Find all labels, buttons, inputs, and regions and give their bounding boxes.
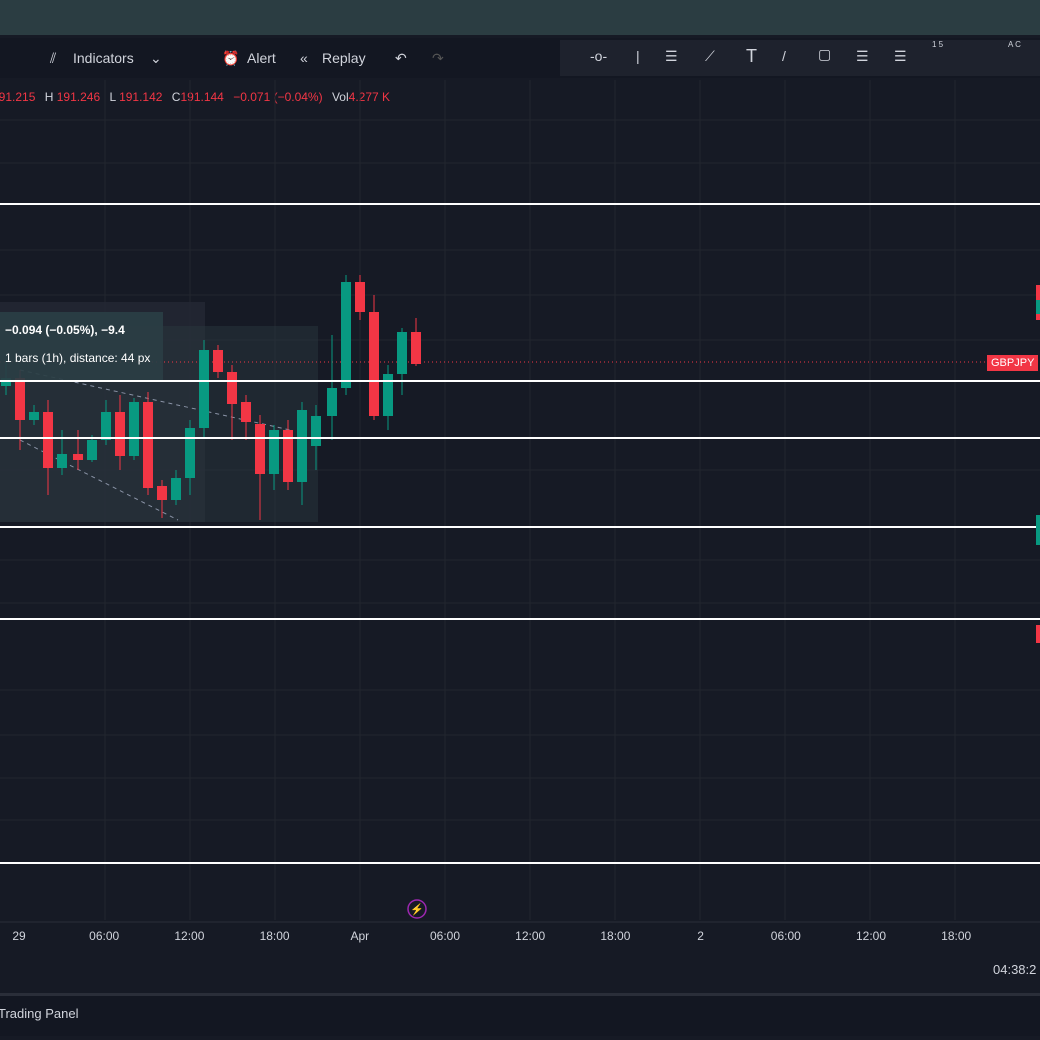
- tool[interactable]: T: [746, 46, 757, 66]
- tool-label[interactable]: 1 5: [932, 40, 944, 49]
- measure-change: −0.094 (−0.05%), −9.4: [5, 323, 125, 337]
- close-label: C: [171, 90, 181, 104]
- candle-body: [43, 412, 53, 468]
- low-value: 191.142: [119, 90, 163, 104]
- price-scale-markers: [1036, 285, 1040, 643]
- time-label: 12:00: [856, 929, 886, 943]
- alert-icon[interactable]: ⏰: [222, 50, 240, 66]
- candle-body: [213, 350, 223, 372]
- candle-body: [227, 372, 237, 404]
- candle-body: [143, 402, 153, 488]
- high-value: 191.246: [56, 90, 101, 104]
- change-value: −0.071 (−0.04%): [233, 90, 323, 104]
- replay-icon[interactable]: «: [300, 50, 308, 66]
- bottom-panel: Trading Panel: [0, 993, 1040, 1036]
- measure-tooltip: −0.094 (−0.05%), −9.4 1 bars (1h), dista…: [0, 312, 163, 380]
- candle-body: [29, 412, 39, 420]
- candle-body: [241, 402, 251, 422]
- clock: 04:38:2: [993, 962, 1037, 977]
- trading-panel-tab[interactable]: Trading Panel: [0, 1006, 79, 1021]
- candle-body: [15, 378, 25, 420]
- time-label: 12:00: [174, 929, 204, 943]
- undo-button[interactable]: ↶: [395, 50, 407, 66]
- candle-body: [369, 312, 379, 416]
- symbol-price-label: GBPJPY: [987, 355, 1039, 371]
- dropdown-icon[interactable]: ⌄: [150, 50, 162, 66]
- candle-body: [171, 478, 181, 500]
- candle-body: [283, 430, 293, 482]
- volume-label: Vol: [331, 90, 349, 104]
- time-label: 29: [12, 929, 26, 943]
- close-value: 191.144: [180, 90, 224, 104]
- candle-body: [383, 374, 393, 416]
- projection-line: [19, 439, 179, 521]
- tool[interactable]: ☰: [665, 48, 678, 64]
- replay-button[interactable]: Replay: [322, 50, 366, 66]
- candle-body: [157, 486, 167, 500]
- time-label: 06:00: [430, 929, 460, 943]
- candle-body: [57, 454, 67, 468]
- tool[interactable]: ⟋: [705, 48, 715, 64]
- tool[interactable]: ▢: [818, 46, 832, 62]
- candle-body: [199, 350, 209, 428]
- toolbar: ⫽ Indicators ⌄ ⏰ Alert « Replay ↶ ↷ -o- …: [0, 38, 1040, 78]
- candle-body: [115, 412, 125, 456]
- candle-body: [397, 332, 407, 374]
- tool[interactable]: /: [782, 48, 786, 64]
- time-label: 18:00: [600, 929, 630, 943]
- indicators-icon[interactable]: ⫽: [50, 50, 57, 66]
- event-icon-glyph[interactable]: ⚡: [410, 903, 424, 916]
- candle-body: [327, 388, 337, 416]
- tool[interactable]: |: [636, 48, 640, 64]
- time-label: Apr: [350, 929, 369, 943]
- time-axis: 29 06:00 12:00 18:00 Apr 06:00 12:00 18:00 2 06:0…: [12, 929, 971, 943]
- open-value: 191.215: [0, 90, 36, 104]
- time-label: 06:00: [89, 929, 119, 943]
- grid: [0, 80, 1040, 920]
- tool[interactable]: ☰: [894, 48, 907, 64]
- tool[interactable]: -o-: [590, 48, 608, 64]
- measure-bars: 1 bars (1h), distance: 44 px: [5, 351, 151, 365]
- time-label: 18:00: [941, 929, 971, 943]
- horizontal-lines: [0, 203, 1040, 864]
- event-icon[interactable]: [407, 899, 427, 919]
- candle-body: [255, 424, 265, 474]
- indicators-button[interactable]: Indicators: [73, 50, 134, 66]
- time-label: 06:00: [771, 929, 801, 943]
- candle-body: [311, 416, 321, 446]
- time-label: 2: [697, 929, 704, 943]
- tool[interactable]: ☰: [856, 48, 869, 64]
- candle-body: [87, 440, 97, 460]
- candle-body: [411, 332, 421, 364]
- low-label: L: [109, 90, 116, 104]
- ohlc-legend: 191.215 H 191.246 L 191.142 C191.144 −0.…: [0, 90, 396, 104]
- candle-body: [73, 454, 83, 460]
- high-label: H: [44, 90, 54, 104]
- drawing-toolbar: -o- | ☰ ⟋ T / ▢ ☰ ☰ 1 5 A C: [560, 40, 1040, 76]
- alert-button[interactable]: Alert: [247, 50, 276, 66]
- candle-body: [341, 282, 351, 388]
- tool-label[interactable]: A C: [1008, 40, 1021, 49]
- top-bar: [0, 0, 1040, 35]
- candle-body: [185, 428, 195, 478]
- time-label: 12:00: [515, 929, 545, 943]
- candle-body: [129, 402, 139, 456]
- redo-button[interactable]: ↷: [432, 50, 444, 66]
- candle-body: [101, 412, 111, 440]
- candle-body: [269, 430, 279, 474]
- volume-value: 4.277 K: [348, 90, 391, 104]
- time-label: 18:00: [260, 929, 290, 943]
- candle-body: [355, 282, 365, 312]
- candle-body: [297, 410, 307, 482]
